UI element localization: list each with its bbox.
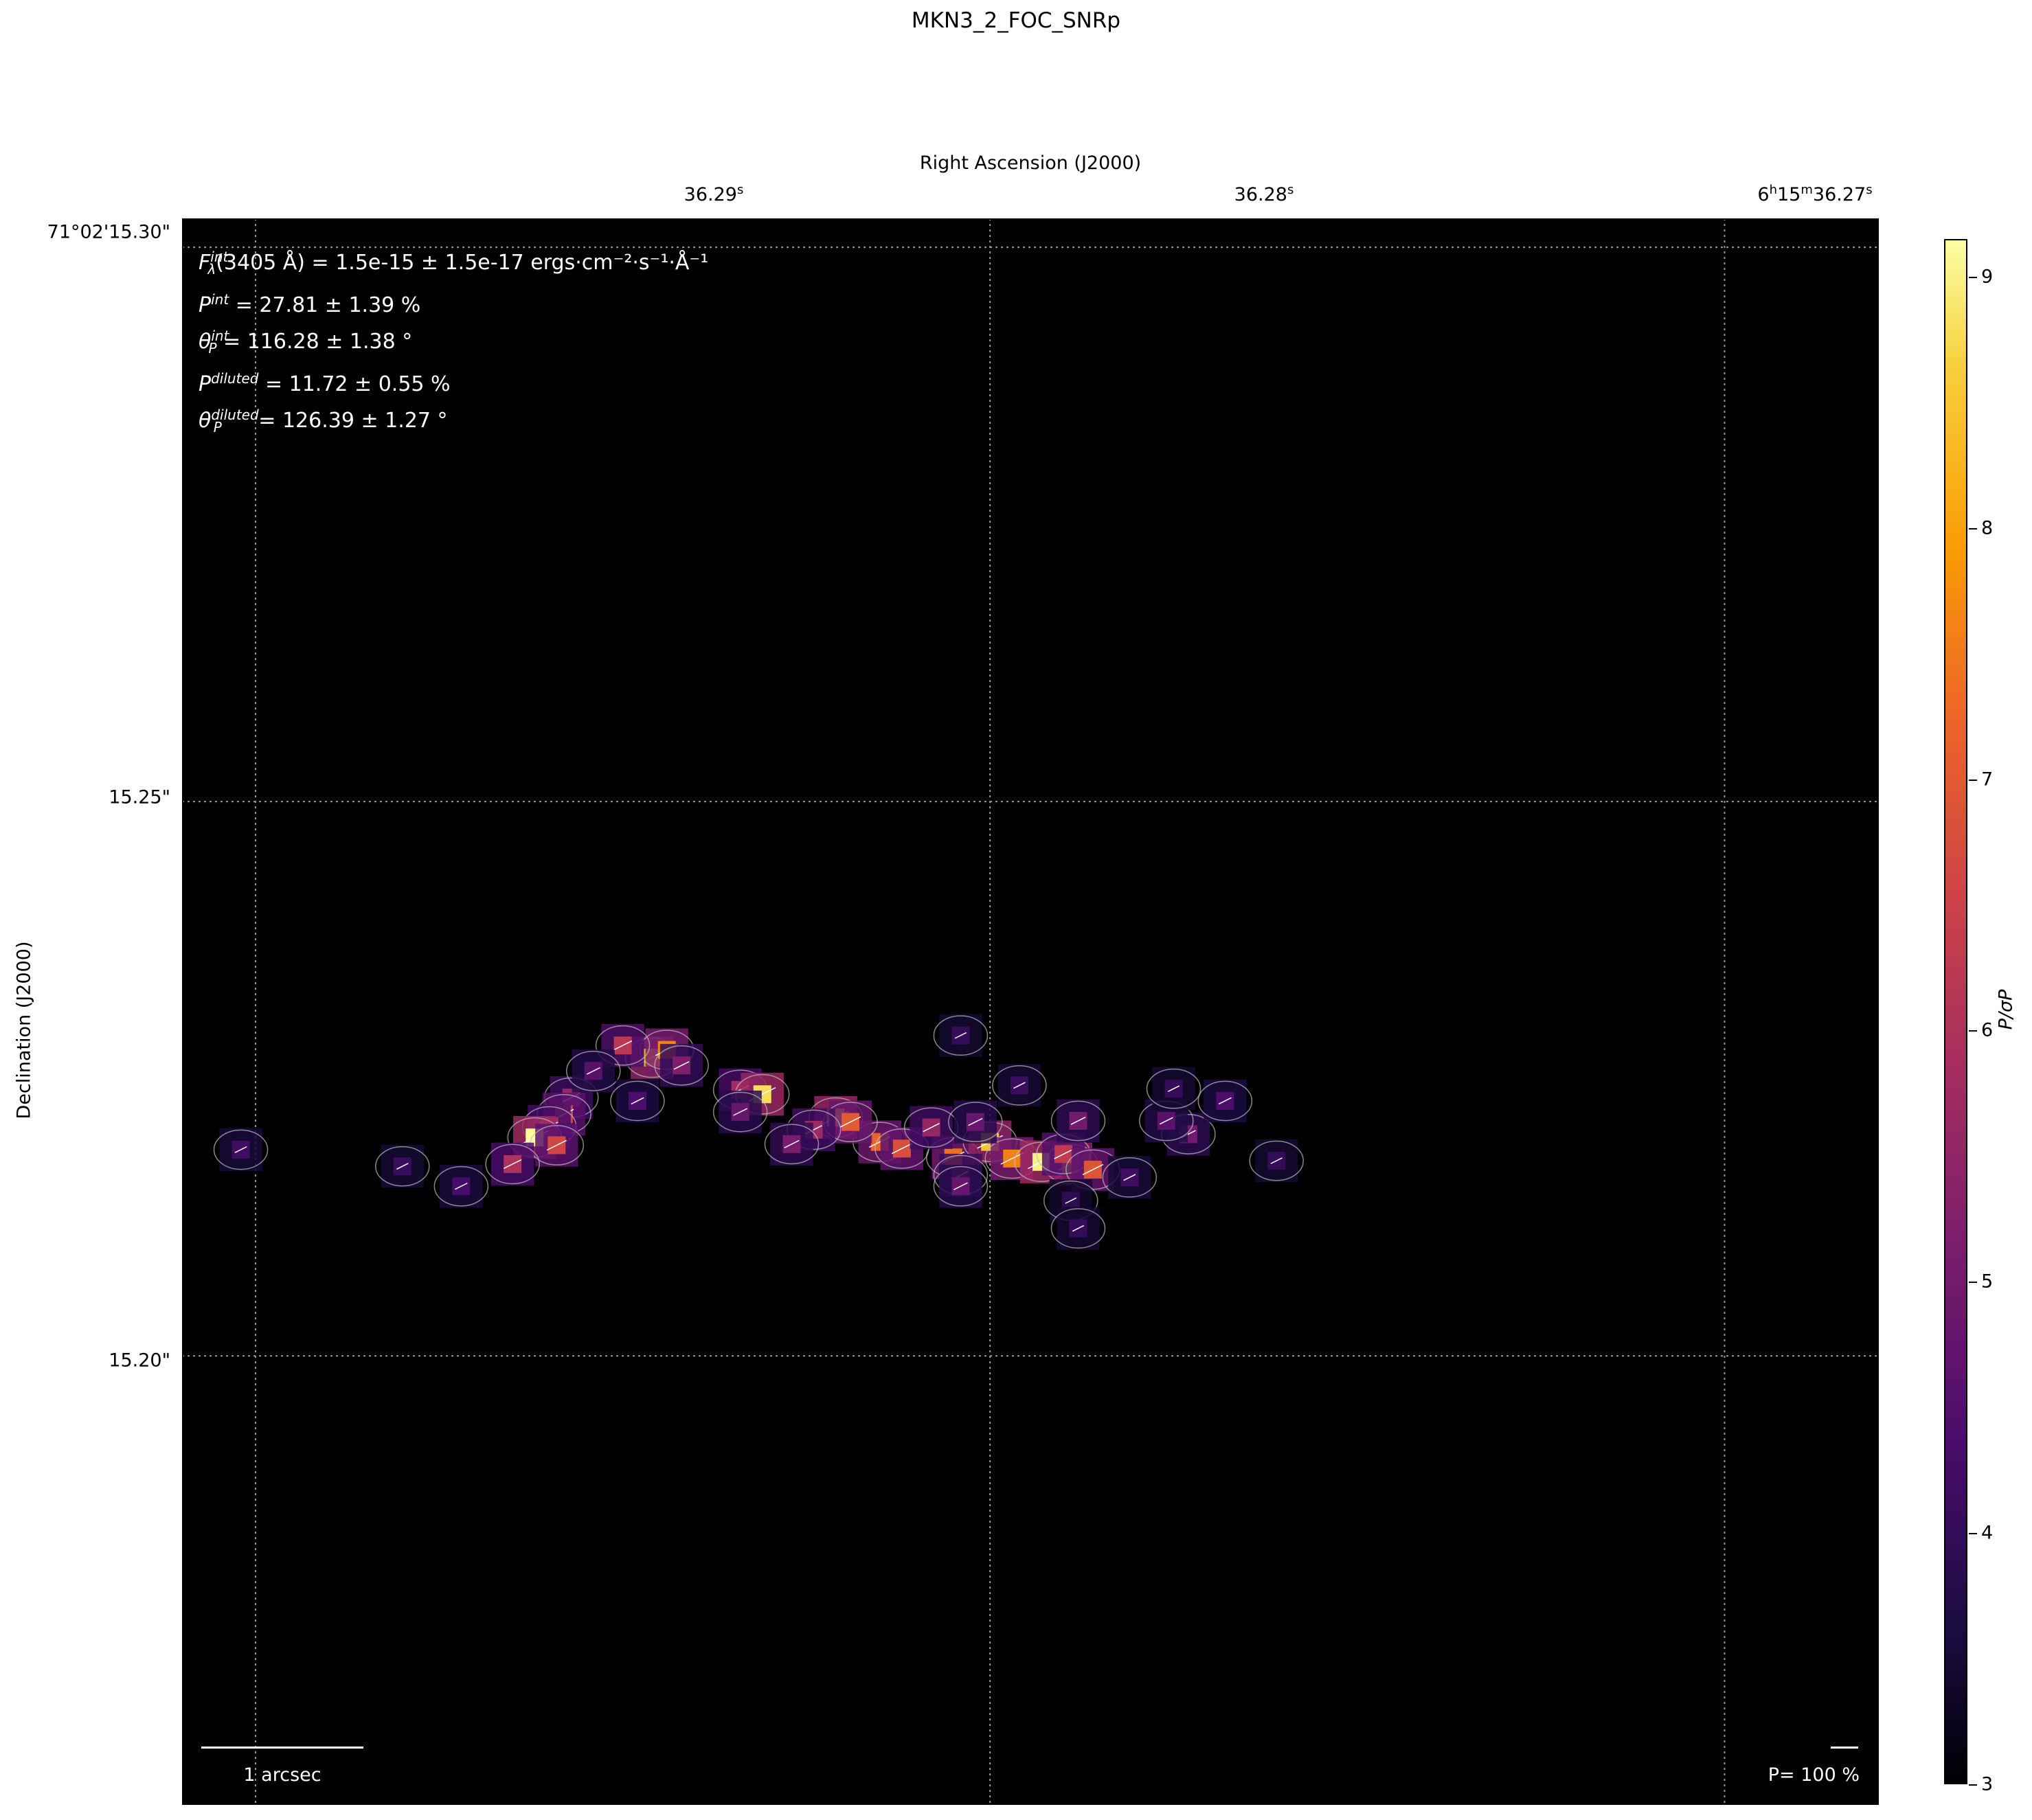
contour-line (992, 1065, 1047, 1106)
polarization-vector (613, 1040, 633, 1051)
contour-line (1249, 1140, 1304, 1181)
polarization-vector (1000, 1152, 1024, 1165)
polarization-vector (1065, 1197, 1077, 1204)
contour-line (595, 1025, 651, 1066)
colorbar-tick-label: 8 (1981, 517, 1994, 539)
colorbar-tick (1969, 1030, 1977, 1032)
figure-title: MKN3_2_FOC_SNRp (911, 8, 1121, 33)
p-int-annotation: Pint = 27.81 ± 1.39 % (199, 291, 421, 317)
polarization-vector (954, 1032, 967, 1039)
contour-line (566, 1051, 621, 1091)
polarization-vector (1072, 1225, 1085, 1232)
y-tick-label: 15.20" (109, 1350, 170, 1372)
colorbar-tick-label: 9 (1981, 266, 1994, 288)
colorbar-tick-label: 5 (1981, 1271, 1994, 1293)
contour-line (375, 1146, 430, 1187)
sky-image-panel: Fintλ(3405 Å) = 1.5e-15 ± 1.5e-17 ergs·c… (182, 218, 1879, 1805)
polarization-scale-label: P= 100 % (1768, 1764, 1860, 1786)
polarization-vector (234, 1146, 247, 1154)
polarization-vector (923, 1123, 940, 1133)
colorbar (1944, 239, 1967, 1784)
polarization-vector (1013, 1082, 1026, 1089)
contour-line (712, 1091, 768, 1133)
contour-line (1050, 1208, 1106, 1249)
polarization-vector (953, 1182, 968, 1190)
contour-line (1050, 1100, 1106, 1141)
colorbar-tick (1969, 1533, 1977, 1535)
theta-diluted-annotation: θdilutedP = 126.39 ± 1.27 ° (199, 407, 448, 435)
polarization-vector (631, 1097, 644, 1105)
contour-line (1102, 1157, 1158, 1198)
polarization-vector (1218, 1097, 1232, 1105)
polarization-vector (1054, 1149, 1073, 1159)
x-tick-label: 36.29s (684, 183, 744, 205)
contour-line (1197, 1080, 1253, 1122)
p-diluted-annotation: Pdiluted = 11.72 ± 0.55 % (199, 370, 451, 396)
flux-annotation: Fintλ(3405 Å) = 1.5e-15 ± 1.5e-17 ergs·c… (199, 249, 709, 277)
colorbar-tick-label: 7 (1981, 769, 1994, 790)
polarization-vector (1270, 1157, 1283, 1164)
polarization-vector (968, 1117, 983, 1126)
scale-bar (201, 1747, 363, 1749)
colorbar-tick (1969, 1784, 1977, 1786)
theta-int-annotation: θintP = 116.28 ± 1.38 ° (199, 328, 413, 356)
polarization-vector (1082, 1163, 1104, 1176)
polarization-vector (546, 1139, 567, 1151)
y-tick-label: 15.25" (109, 786, 170, 808)
polarization-vector (455, 1183, 468, 1190)
polarization-vector (733, 1108, 748, 1116)
snr-map (182, 218, 1879, 1805)
contour-line (433, 1165, 489, 1207)
colorbar-tick-label: 3 (1981, 1773, 1994, 1795)
x-tick-label: 6h15m36.27s (1757, 183, 1873, 205)
polarization-vector (396, 1163, 409, 1170)
scale-bar-label: 1 arcsec (243, 1764, 321, 1786)
colorbar-tick (1969, 527, 1977, 530)
contour-line (764, 1124, 820, 1165)
contour-line (933, 1165, 989, 1207)
polarization-vector (673, 1061, 690, 1070)
y-axis-label: Declination (J2000) (13, 941, 35, 1119)
contour-line (213, 1129, 269, 1170)
polarization-vector (504, 1159, 522, 1170)
polarization-vector (586, 1067, 600, 1075)
contour-line (933, 1015, 989, 1056)
y-tick-label: 71°02'15.30" (47, 221, 170, 243)
polarization-vector (1070, 1117, 1086, 1125)
colorbar-tick (1969, 276, 1977, 278)
contour-line (610, 1080, 665, 1122)
contour-line (485, 1144, 540, 1185)
polarization-vector (839, 1116, 861, 1128)
colorbar-label: P/σP (1995, 989, 2017, 1030)
polarization-vector (784, 1139, 800, 1148)
polarization-vector (1159, 1117, 1173, 1125)
colorbar-tick-label: 4 (1981, 1522, 1994, 1544)
polarization-vector (1123, 1174, 1136, 1181)
contour-line (1146, 1068, 1201, 1109)
x-axis-label: Right Ascension (J2000) (919, 152, 1142, 174)
x-tick-label: 36.28s (1234, 183, 1294, 205)
polarization-scale-bar (1831, 1747, 1858, 1749)
colorbar-tick (1969, 779, 1977, 781)
colorbar-tick-label: 6 (1981, 1019, 1994, 1041)
polarization-vector (891, 1143, 912, 1154)
polarization-vector (1167, 1085, 1180, 1092)
contour-line (948, 1102, 1003, 1142)
colorbar-tick (1969, 1282, 1977, 1284)
polarization-annotations: Fintλ(3405 Å) = 1.5e-15 ± 1.5e-17 ergs·c… (199, 242, 708, 442)
contour-line (654, 1045, 709, 1086)
